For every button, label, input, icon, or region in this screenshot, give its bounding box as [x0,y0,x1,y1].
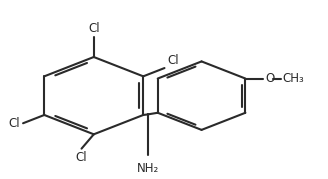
Text: Cl: Cl [88,22,100,35]
Text: Cl: Cl [76,151,87,164]
Text: Cl: Cl [8,117,20,130]
Text: O: O [266,72,275,85]
Text: Cl: Cl [168,54,179,67]
Text: CH₃: CH₃ [282,72,304,85]
Text: NH₂: NH₂ [136,162,159,175]
